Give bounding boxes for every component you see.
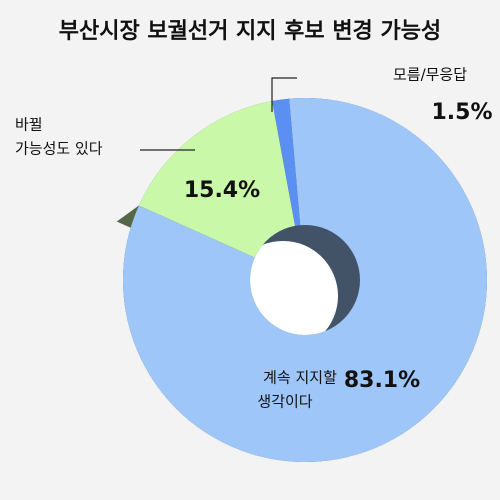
value-label: 15.4% bbox=[184, 178, 260, 203]
value-label: 1.5% bbox=[431, 100, 492, 125]
category-label: 생각이다 bbox=[257, 393, 312, 411]
category-label: 바뀔 bbox=[15, 116, 43, 134]
category-label: 계속 지지할 bbox=[263, 369, 337, 387]
chart-title: 부산시장 보궐선거 지지 후보 변경 가능성 bbox=[59, 19, 441, 44]
donut bbox=[100, 98, 487, 479]
slice bbox=[138, 100, 305, 280]
category-label: 가능성도 있다 bbox=[15, 140, 103, 158]
value-label: 83.1% bbox=[344, 368, 420, 393]
category-label: 모름/무응답 bbox=[393, 66, 467, 84]
leader-line bbox=[271, 77, 297, 112]
